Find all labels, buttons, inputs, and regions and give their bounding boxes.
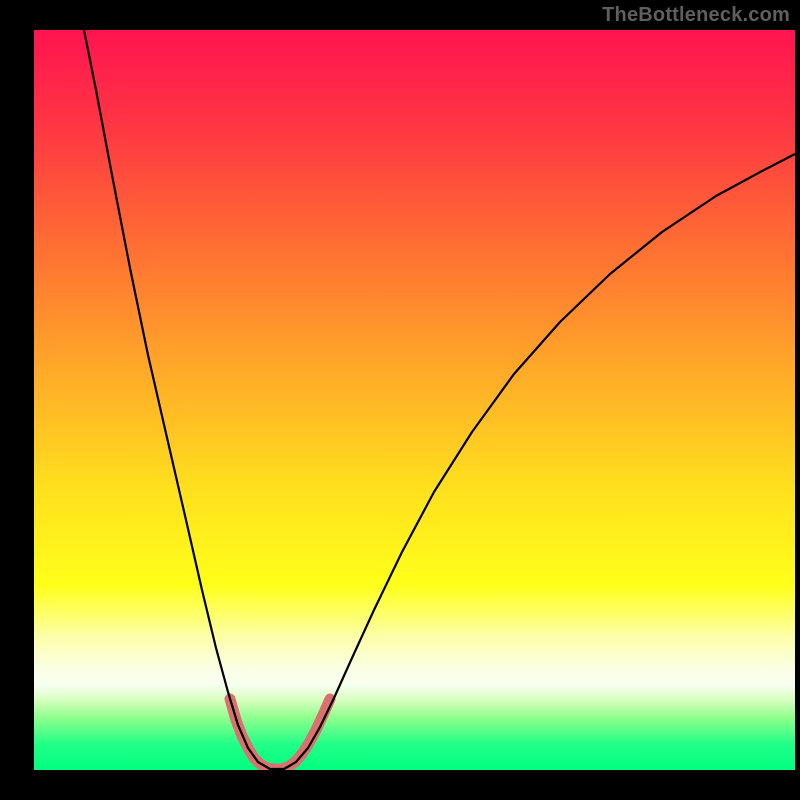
- bottleneck-curve: [84, 30, 795, 769]
- plot-area: [34, 30, 795, 770]
- watermark-text: TheBottleneck.com: [602, 4, 790, 27]
- chart-frame: TheBottleneck.com: [0, 0, 800, 800]
- curve-layer: [34, 30, 795, 770]
